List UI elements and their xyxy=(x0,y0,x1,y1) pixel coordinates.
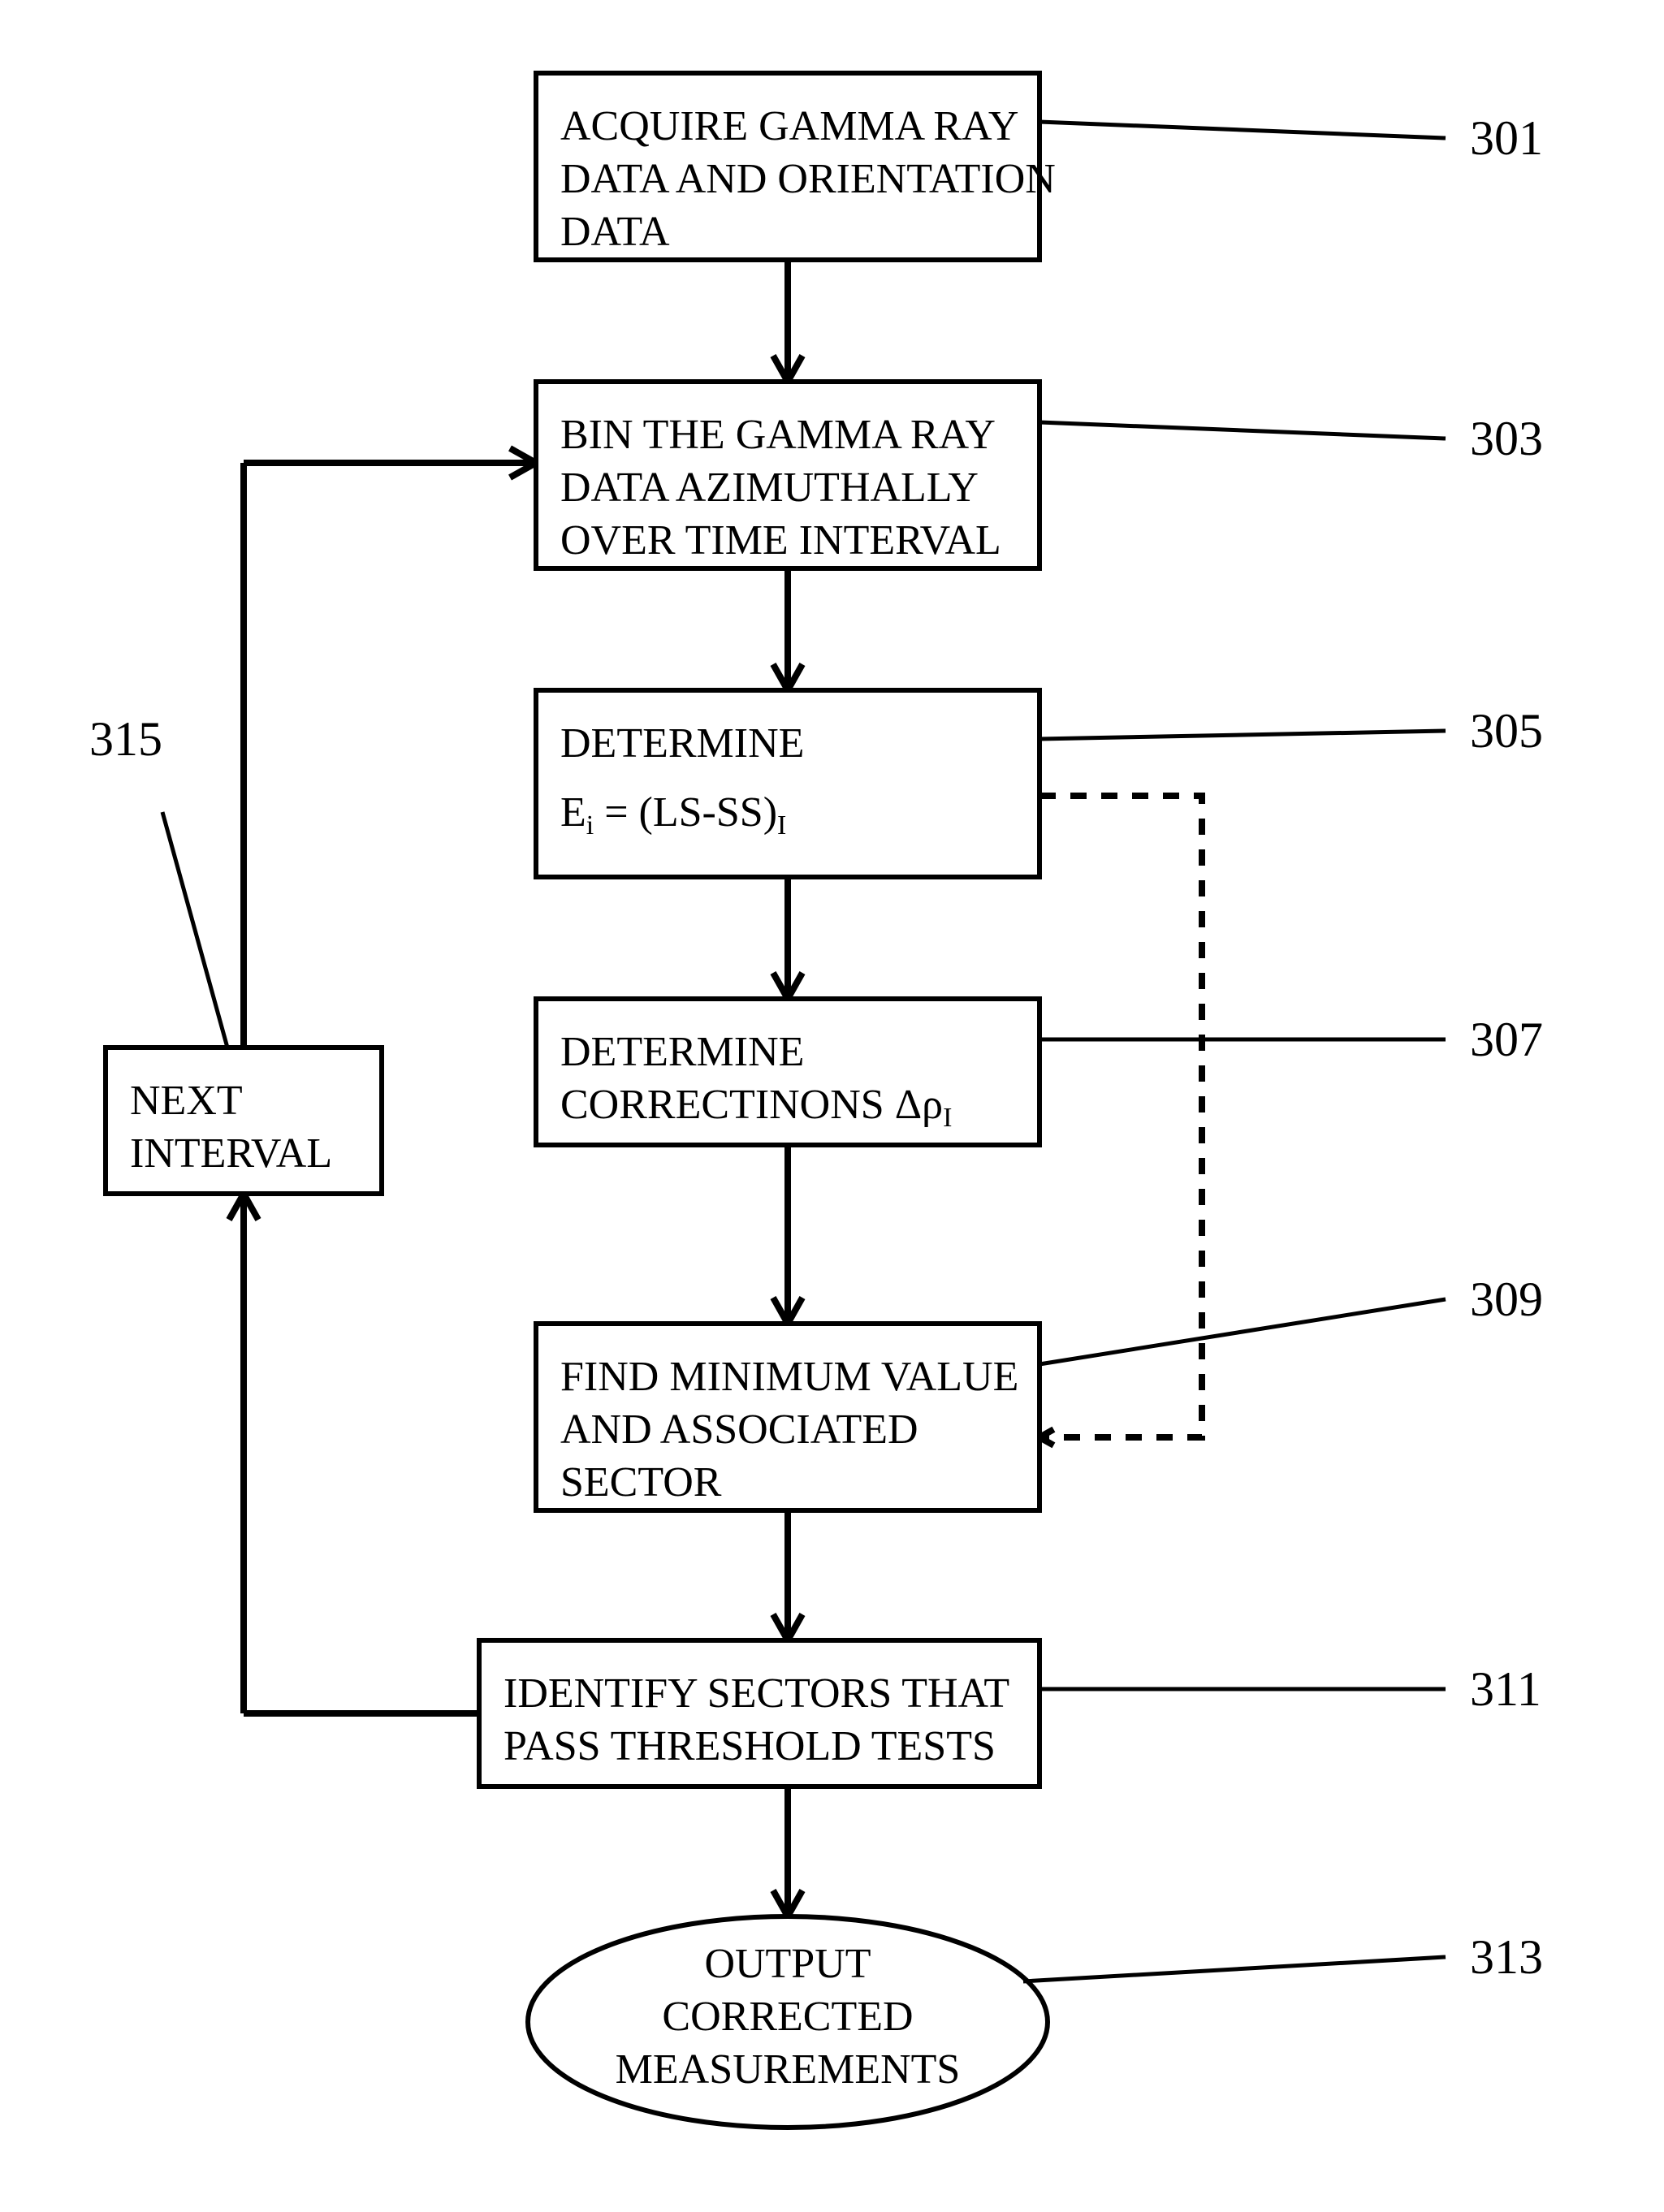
box-line: OVER TIME INTERVAL xyxy=(560,517,1001,564)
box-line: DATA AZIMUTHALLY xyxy=(560,464,979,511)
box-rect xyxy=(536,690,1039,877)
ref-label: 305 xyxy=(1470,704,1543,758)
flow-box-b309: FIND MINIMUM VALUE AND ASSOCIATED SECTOR xyxy=(536,1324,1039,1510)
leader-line xyxy=(162,812,227,1048)
box-line: IDENTIFY SECTORS THAT xyxy=(504,1670,1009,1717)
ref-label: 315 xyxy=(89,712,162,766)
flow-box-b305: DETERMINE Ei = (LS-SS)I xyxy=(536,690,1039,877)
box-line: DATA xyxy=(560,209,670,255)
leader-line xyxy=(1039,731,1446,739)
ellipse-line: CORRECTED xyxy=(662,1994,913,2040)
box-line: AND ASSOCIATED xyxy=(560,1406,918,1453)
box-line: NEXT xyxy=(130,1078,243,1124)
dashed-arrowhead xyxy=(1039,1423,1065,1452)
box-line: BIN THE GAMMA RAY xyxy=(560,412,996,458)
box-line: ACQUIRE GAMMA RAY xyxy=(560,103,1018,149)
flow-box-b301: ACQUIRE GAMMA RAY DATA AND ORIENTATION DAT… xyxy=(536,73,1056,260)
ref-label: 309 xyxy=(1470,1272,1543,1326)
box-line: DETERMINE xyxy=(560,1029,804,1075)
leader-line xyxy=(1039,122,1446,138)
leader-line xyxy=(1039,422,1446,439)
ref-label: 301 xyxy=(1470,111,1543,165)
box-line: FIND MINIMUM VALUE xyxy=(560,1354,1018,1400)
leader-line xyxy=(1023,1957,1446,1981)
box-line: PASS THRESHOLD TESTS xyxy=(504,1723,996,1769)
flow-box-b307: DETERMINE CORRECTINONS ΔρI xyxy=(536,999,1039,1145)
ref-label: 303 xyxy=(1470,412,1543,465)
flow-box-b311: IDENTIFY SECTORS THAT PASS THRESHOLD TEST… xyxy=(479,1640,1039,1786)
leader-line xyxy=(1039,1299,1446,1364)
box-line: DATA AND ORIENTATION xyxy=(560,156,1056,202)
box-line: SECTOR xyxy=(560,1459,722,1506)
ref-label: 307 xyxy=(1470,1013,1543,1066)
flow-box-b303: BIN THE GAMMA RAY DATA AZIMUTHALLY OVER TI… xyxy=(536,382,1039,568)
ref-label: 313 xyxy=(1470,1930,1543,1984)
formula: CORRECTINONS ΔρI xyxy=(560,1082,952,1133)
flow-terminator-313: OUTPUT CORRECTED MEASUREMENTS xyxy=(528,1916,1048,2128)
box-line: DETERMINE xyxy=(560,720,804,767)
ref-label: 311 xyxy=(1470,1662,1541,1716)
formula: Ei = (LS-SS)I xyxy=(560,789,786,840)
ellipse-line: OUTPUT xyxy=(704,1941,871,1987)
box-line: INTERVAL xyxy=(130,1130,332,1177)
flow-box-b315: NEXT INTERVAL xyxy=(106,1048,382,1194)
ellipse-line: MEASUREMENTS xyxy=(616,2046,961,2093)
